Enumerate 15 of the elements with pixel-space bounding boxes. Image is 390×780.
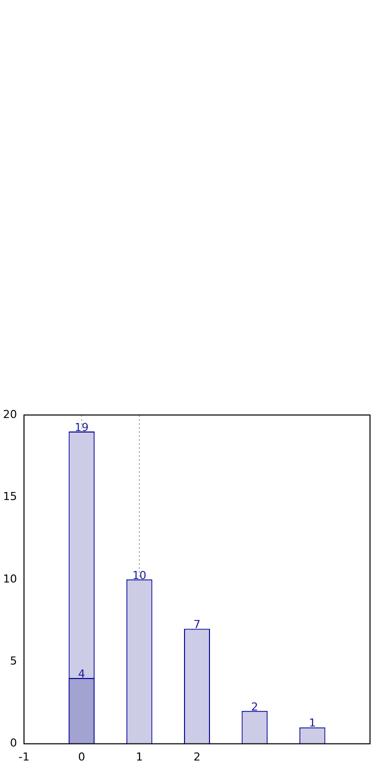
x-tick-label: 1 [136,750,143,764]
data-label: 7 [194,618,200,632]
y-tick-label: 15 [2,490,17,504]
y-tick-label: 20 [2,408,17,421]
x-tick-label: -1 [18,750,30,764]
x-tick-label: 0 [78,750,86,764]
data-label: 10 [132,568,146,582]
y-tick-label: 10 [2,572,17,586]
data-label: 19 [74,420,89,434]
data-label: 4 [78,667,86,680]
y-tick-label: 0 [10,736,17,750]
data-label: 2 [251,700,258,714]
data-label: 1 [308,716,316,730]
y-tick-label: 5 [10,654,17,668]
x-tick-label: 2 [194,750,200,764]
